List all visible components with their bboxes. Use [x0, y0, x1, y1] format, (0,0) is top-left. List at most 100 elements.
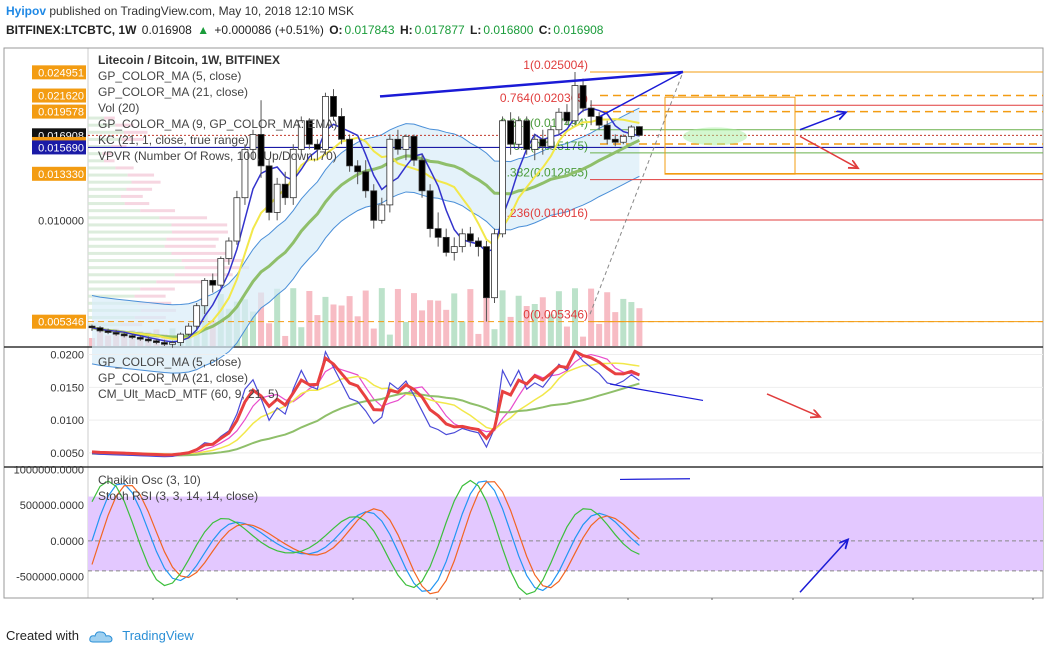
candle-body	[241, 148, 249, 199]
candle-body	[233, 197, 241, 242]
vpvr-bar-down	[140, 209, 176, 213]
price-legend-item: Vol (20)	[98, 101, 139, 115]
range-box	[664, 96, 796, 175]
candle-body	[88, 325, 96, 329]
vpvr-bar-up	[88, 173, 128, 177]
price-axis-label: 0.005346	[38, 317, 84, 329]
candle-body	[418, 159, 426, 192]
vpvr-bar-up	[88, 280, 157, 284]
volume-bar	[467, 289, 474, 346]
volume-bar	[499, 290, 506, 346]
vpvr-bar-up	[88, 273, 175, 277]
volume-bar	[378, 288, 385, 346]
volume-bar	[298, 327, 305, 346]
volume-bar	[370, 328, 377, 346]
vpvr-bar-down	[184, 266, 250, 270]
candle-body	[201, 279, 209, 307]
vpvr-bar-up	[88, 123, 116, 127]
osc-bullish-arrow	[799, 539, 848, 593]
close-value: 0.016908	[553, 23, 604, 37]
price-legend-item: GP_COLOR_MA (21, close)	[98, 85, 248, 99]
footer: Created with TradingView	[6, 628, 194, 644]
stoch-k-line	[91, 480, 640, 592]
keltner-lower	[91, 175, 640, 374]
keltner-upper	[91, 107, 640, 306]
volume-bar	[290, 288, 297, 346]
candle-body	[297, 120, 305, 150]
candle-body	[450, 246, 458, 253]
chart-title: Litecoin / Bitcoin, 1W, BITFINEX	[98, 53, 280, 67]
candle-body	[273, 183, 281, 213]
vpvr-bar-up	[88, 130, 124, 134]
fib-anchor-line	[589, 71, 684, 315]
vpvr-bar-down	[123, 130, 148, 134]
open-label: O:	[329, 23, 343, 37]
volume-bar	[596, 323, 603, 346]
publisher-name[interactable]: Hyipov	[6, 4, 47, 18]
volume-bar	[338, 305, 345, 346]
vpvr-bar-up	[88, 216, 160, 220]
vpvr-bar-down	[131, 180, 161, 184]
volume-bar	[435, 300, 442, 346]
volume-bar	[612, 312, 619, 346]
candle-body	[515, 120, 523, 145]
volume-bar	[451, 293, 458, 346]
tradingview-link[interactable]: TradingView	[122, 628, 194, 643]
vpvr-bar-down	[171, 230, 228, 234]
macd-axis-label: 0.0200	[50, 350, 84, 362]
fib-label: 1(0.025004)	[523, 58, 588, 72]
volume-bar	[580, 336, 587, 346]
vpvr-bar-down	[124, 202, 150, 206]
candle-body	[112, 332, 120, 335]
highlight-ellipse	[683, 127, 747, 146]
candle-body	[144, 338, 152, 342]
candle-body	[362, 171, 370, 192]
price-axis-label: 0.021620	[38, 91, 84, 103]
vpvr-bar-up	[88, 180, 132, 184]
vpvr-bar-down	[120, 194, 143, 198]
volume-bar	[282, 335, 289, 346]
candle-body	[394, 138, 402, 150]
price-label-bg	[32, 104, 86, 119]
candle-body	[217, 258, 225, 286]
volume-bar	[555, 291, 562, 346]
vpvr-bar-up	[88, 166, 116, 170]
volume-bar	[274, 288, 281, 346]
publish-line: Hyipov published on TradingView.com, May…	[6, 4, 354, 18]
candle-body	[491, 233, 498, 299]
candle-body	[289, 148, 297, 199]
vpvr-bar-down	[102, 152, 112, 156]
up-triangle-icon: ▲	[197, 23, 210, 37]
candle-body	[225, 240, 233, 259]
volume-bar	[604, 292, 611, 346]
chart-header: Hyipov published on TradingView.com, May…	[0, 0, 1053, 44]
volume-bar	[523, 306, 530, 346]
candle-body	[152, 340, 160, 343]
volume-bar	[427, 300, 434, 346]
volume-bar	[362, 290, 369, 346]
high-value: 0.017877	[414, 23, 465, 37]
volume-bar	[547, 314, 554, 346]
vpvr-bar-down	[103, 159, 115, 163]
vpvr-bar-down	[164, 244, 216, 248]
chaikin-line	[91, 479, 640, 596]
vpvr-bar-down	[104, 116, 115, 120]
macd-legend-item: CM_Ult_MacD_MTF (60, 9, 21, 5)	[98, 387, 279, 401]
osc-legend-item: Chaikin Osc (3, 10)	[98, 473, 201, 487]
candle-body	[128, 335, 136, 338]
macd-legend-item: GP_COLOR_MA (21, close)	[98, 371, 248, 385]
vpvr-bar-down	[121, 137, 144, 141]
volume-bar	[314, 315, 321, 346]
vpvr-bar-up	[88, 259, 182, 263]
price-label-bg	[32, 140, 86, 155]
price-label-bg	[32, 314, 86, 329]
candle-body	[458, 233, 466, 248]
published-text: published on TradingView.com, May 10, 20…	[49, 4, 354, 18]
candle-body	[539, 138, 547, 147]
candle-body	[265, 165, 273, 213]
chart-canvas[interactable]: 1(0.025004)0.764(0.020365)0.618(0.017494…	[0, 44, 1053, 600]
macd-axis-label: 0.0100	[50, 415, 84, 427]
vpvr-bar-up	[88, 137, 122, 141]
vpvr-bar-down	[115, 123, 134, 127]
low-value: 0.016800	[483, 23, 534, 37]
